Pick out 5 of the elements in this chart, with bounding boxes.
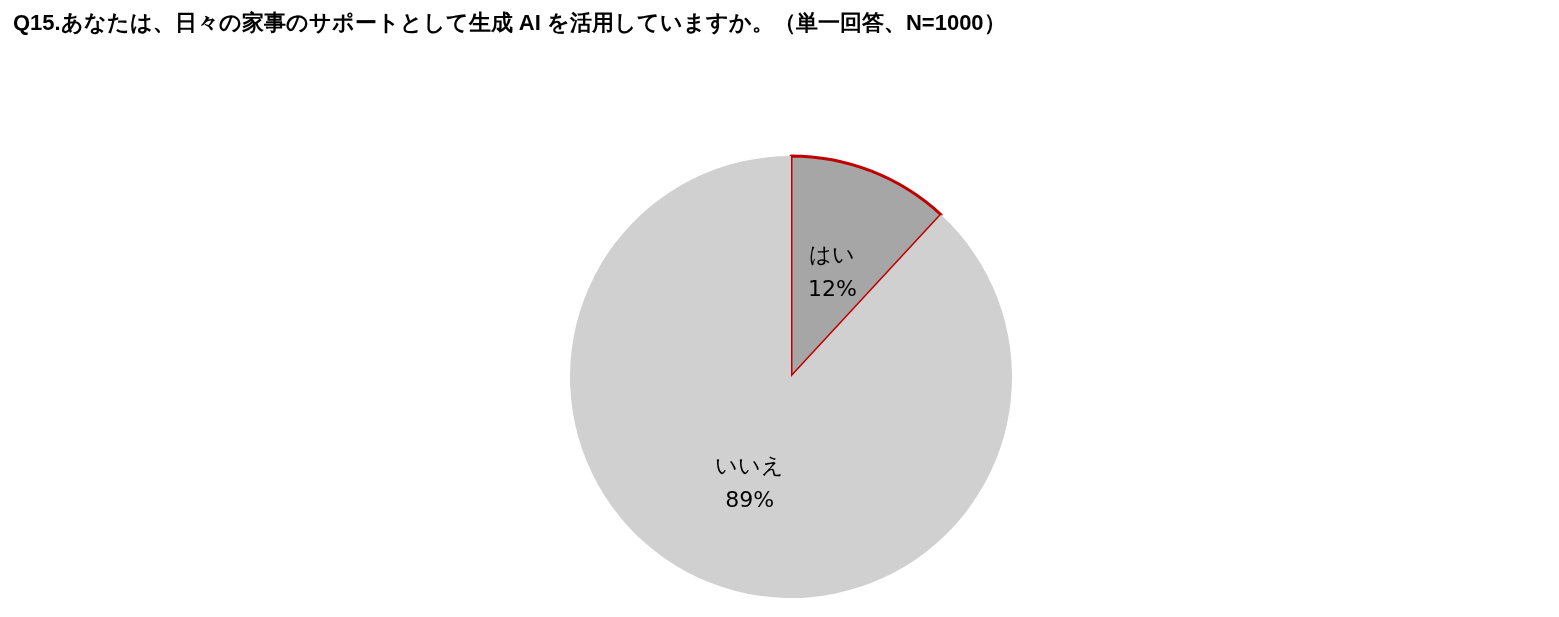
slice-label: いいえ	[715, 453, 785, 479]
data-label: 12%	[807, 275, 857, 301]
chart-title: Q15.あなたは、日々の家事のサポートとして生成 AI を活用していますか。（単一回答、N=1000）	[13, 9, 1006, 35]
data-label: 89%	[725, 487, 775, 513]
slice-label: はい	[809, 241, 856, 267]
